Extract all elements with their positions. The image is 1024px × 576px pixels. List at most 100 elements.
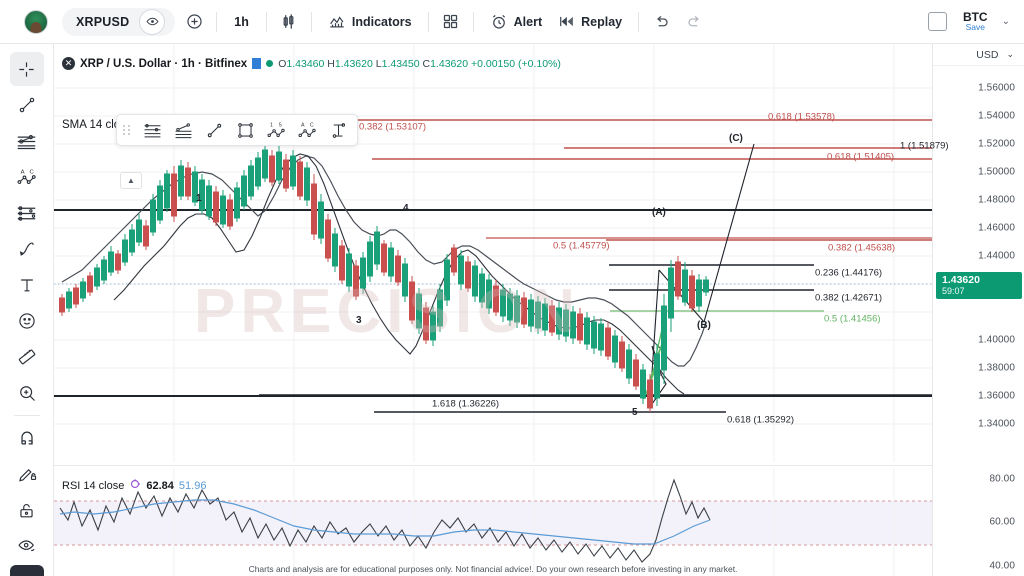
visibility-dot-icon[interactable] <box>266 60 274 67</box>
save-layout-button[interactable]: BTC Save <box>963 11 988 33</box>
price-tick: 1.46000 <box>978 222 1015 234</box>
avatar[interactable] <box>24 9 48 34</box>
toolbar-divider <box>472 11 474 32</box>
indicators-icon <box>330 15 344 27</box>
svg-text:5: 5 <box>278 122 281 128</box>
fib-label: 0.382 (1.42671) <box>815 292 883 304</box>
top-toolbar: XRPUSD 1h Indicator <box>0 0 1024 44</box>
drag-handle[interactable] <box>123 125 133 135</box>
svg-text:1: 1 <box>270 122 273 128</box>
drawn-levels <box>54 119 932 413</box>
collapse-pane-button[interactable]: ▲ <box>120 172 142 189</box>
fib-label: 0.618 (1.53578) <box>768 111 836 123</box>
wave-label: 4 <box>403 203 409 214</box>
add-symbol-button[interactable] <box>181 9 207 35</box>
magnet-tool[interactable] <box>10 421 44 455</box>
currency-label: USD <box>976 48 999 61</box>
rsi-chart-svg <box>54 468 932 576</box>
save-checkbox[interactable] <box>927 12 947 31</box>
toolbar-divider <box>13 415 40 416</box>
long-position-icon[interactable] <box>323 117 353 143</box>
rsi-settings-icon[interactable] <box>129 478 141 493</box>
elliott-wave-tool[interactable]: A C <box>10 160 44 194</box>
watchlist-eye-icon[interactable] <box>139 8 166 35</box>
fib-trend-icon[interactable] <box>168 117 198 143</box>
fib-label: 0.5 (1.45779) <box>553 240 610 252</box>
undo-icon[interactable] <box>648 9 674 35</box>
timeframe-button[interactable]: 1h <box>234 14 249 29</box>
price-tick: 1.44000 <box>978 250 1015 262</box>
price-tick: 1.34000 <box>978 418 1015 430</box>
svg-text:A: A <box>20 170 24 176</box>
grid-layout-icon[interactable] <box>438 9 464 35</box>
rsi-tick: 40.00 <box>989 560 1015 572</box>
replay-label: Replay <box>581 14 623 29</box>
fib-retracement-tool[interactable] <box>10 124 44 158</box>
save-layout-name: BTC <box>962 9 988 24</box>
elliott-impulse-icon[interactable]: 1 5 <box>261 117 291 143</box>
fib-label: 0.382 (1.53107) <box>359 121 427 133</box>
trend-line-icon[interactable] <box>199 117 229 143</box>
indicators-button[interactable]: Indicators <box>321 8 419 36</box>
elliott-correction-icon[interactable]: A C <box>292 117 322 143</box>
prediction-tool[interactable] <box>10 196 44 230</box>
current-price-badge[interactable]: 1.43620 59:07 <box>936 272 1022 300</box>
open-key: O <box>278 57 287 70</box>
close-value: 1.43620 <box>430 57 469 70</box>
close-icon[interactable]: ✕ <box>62 57 75 70</box>
floating-drawing-toolbar[interactable]: 1 5 A C <box>116 114 358 146</box>
measure-tool[interactable] <box>10 340 44 374</box>
candle-style-icon[interactable] <box>276 9 302 35</box>
object-tree-tool[interactable] <box>9 565 44 576</box>
pane-divider[interactable] <box>54 465 1024 466</box>
alert-label: Alert <box>513 14 543 29</box>
price-chart-svg <box>54 44 932 462</box>
fib-label: 1.618 (1.36226) <box>432 398 500 410</box>
price-tick: 1.40000 <box>978 334 1015 346</box>
svg-text:A: A <box>301 122 305 128</box>
rectangle-icon[interactable] <box>230 117 260 143</box>
price-tick: 1.56000 <box>978 82 1015 94</box>
price-tick: 1.48000 <box>978 194 1015 206</box>
trend-line-tool[interactable] <box>10 88 44 122</box>
rsi-legend[interactable]: RSI 14 close 62.84 51.96 <box>62 478 206 493</box>
symbol-label: XRPUSD <box>76 14 130 29</box>
alert-button[interactable]: Alert <box>483 8 549 36</box>
crosshair-tool[interactable] <box>9 52 44 86</box>
text-tool[interactable] <box>10 268 44 302</box>
fib-label: 0.236 (1.44176) <box>815 267 883 279</box>
fib-retracement-icon[interactable] <box>137 117 167 143</box>
price-tick: 1.50000 <box>978 166 1015 178</box>
chart-area[interactable]: PRECISION 0.618 (1.53578) 0.382 (1.53107… <box>54 44 1024 576</box>
chart-style-icon[interactable] <box>252 58 262 69</box>
rsi-pane[interactable] <box>54 468 932 576</box>
price-axis[interactable]: USD ⌄ 1.56000 1.54000 1.52000 1.50000 1.… <box>932 44 1024 576</box>
zoom-in-tool[interactable] <box>10 376 44 410</box>
rsi-value-2: 51.96 <box>178 479 207 492</box>
lock-drawings-tool[interactable] <box>10 493 44 527</box>
chevron-down-icon[interactable]: ⌄ <box>1001 16 1010 27</box>
toolbar-divider <box>638 11 640 32</box>
svg-text:C: C <box>309 122 313 128</box>
replay-button[interactable]: Replay <box>551 8 629 36</box>
hide-drawings-tool[interactable] <box>10 529 44 563</box>
toolbar-divider <box>427 11 429 32</box>
symbol-search[interactable]: XRPUSD <box>62 7 176 36</box>
chevron-down-icon[interactable]: ⌄ <box>1006 49 1014 59</box>
disclaimer-text: Charts and analysis are for educational … <box>248 564 738 574</box>
emoji-tool[interactable] <box>10 304 44 338</box>
redo-icon[interactable] <box>682 9 708 35</box>
axis-header[interactable]: USD ⌄ <box>933 44 1024 66</box>
rsi-value-1: 62.84 <box>146 479 174 492</box>
chart-legend[interactable]: ✕ XRP / U.S. Dollar · 1h · Bitfinex O1.4… <box>62 57 561 70</box>
svg-text:C: C <box>29 170 34 176</box>
fib-label: 0.618 (1.51405) <box>827 151 895 163</box>
close-key: C <box>422 57 431 70</box>
fib-label: 0.5 (1.41456) <box>824 313 881 325</box>
drawing-mode-tool[interactable] <box>10 457 44 491</box>
rsi-line <box>59 478 711 563</box>
change-value: +0.00150 (+0.10%) <box>470 57 561 70</box>
price-tick: 1.54000 <box>978 110 1015 122</box>
brush-tool[interactable] <box>10 232 44 266</box>
